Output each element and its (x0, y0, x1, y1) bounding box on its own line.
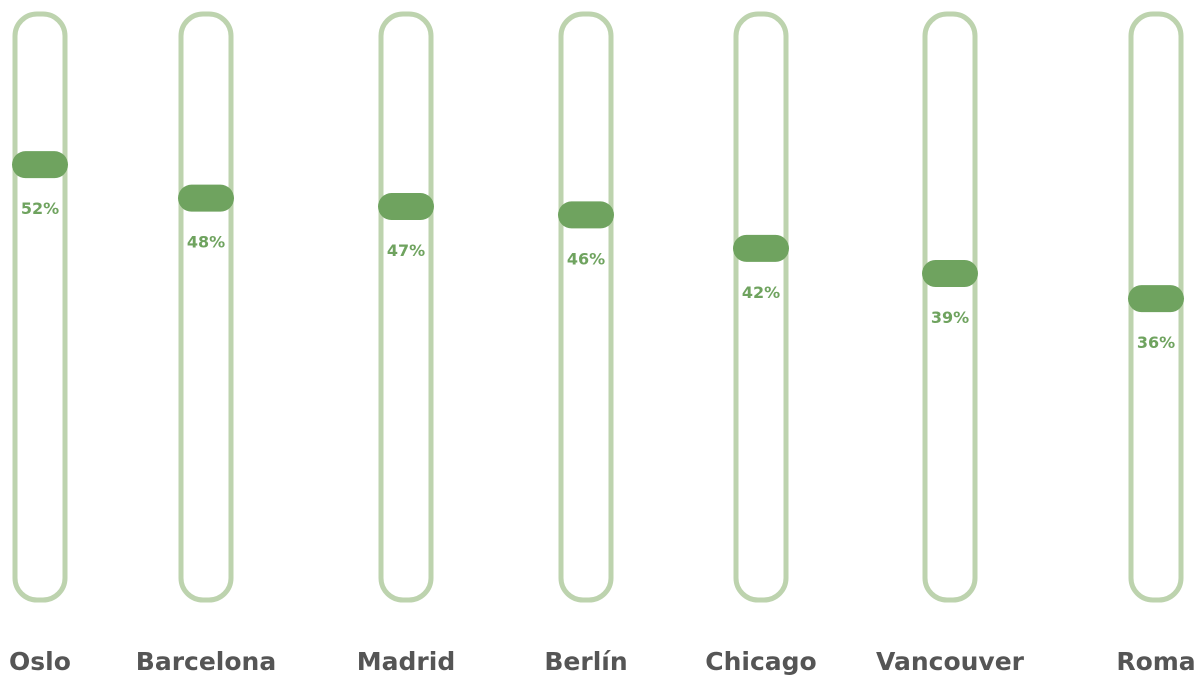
value-label: 47% (387, 241, 425, 260)
city-label: Berlín (544, 647, 627, 676)
city-label: Oslo (9, 647, 71, 676)
slider-thumb[interactable] (378, 193, 434, 221)
slider-track (12, 11, 68, 603)
city-label: Vancouver (876, 647, 1025, 676)
value-label: 52% (21, 199, 59, 218)
slider-thumb[interactable] (558, 201, 614, 229)
city-label: Barcelona (136, 647, 276, 676)
slider-thumb[interactable] (733, 234, 789, 262)
slider-track (733, 11, 789, 603)
city-label: Roma (1116, 647, 1195, 676)
slider-track (558, 11, 614, 603)
city-label: Chicago (705, 647, 816, 676)
slider-track (378, 11, 434, 603)
slider-track (178, 11, 234, 603)
slider-thumb[interactable] (12, 151, 68, 179)
value-label: 46% (567, 249, 605, 268)
slider-thumb[interactable] (1128, 285, 1184, 313)
value-label: 36% (1137, 333, 1175, 352)
slider-thumb[interactable] (922, 260, 978, 288)
value-label: 42% (742, 283, 780, 302)
slider-track (922, 11, 978, 603)
slider-thumb[interactable] (178, 184, 234, 212)
value-label: 48% (187, 233, 225, 252)
city-label: Madrid (357, 647, 455, 676)
value-label: 39% (931, 308, 969, 327)
